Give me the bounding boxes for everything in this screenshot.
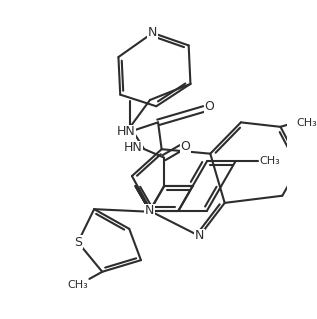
Text: N: N — [148, 26, 157, 40]
Text: CH₃: CH₃ — [67, 280, 88, 290]
Text: CH₃: CH₃ — [260, 156, 281, 167]
Text: HN: HN — [124, 141, 143, 154]
Text: O: O — [181, 140, 191, 153]
Text: S: S — [74, 236, 82, 249]
Text: CH₃: CH₃ — [296, 118, 317, 128]
Text: N: N — [145, 204, 154, 217]
Text: N: N — [195, 229, 204, 242]
Text: HN: HN — [116, 125, 135, 138]
Text: O: O — [204, 100, 214, 113]
